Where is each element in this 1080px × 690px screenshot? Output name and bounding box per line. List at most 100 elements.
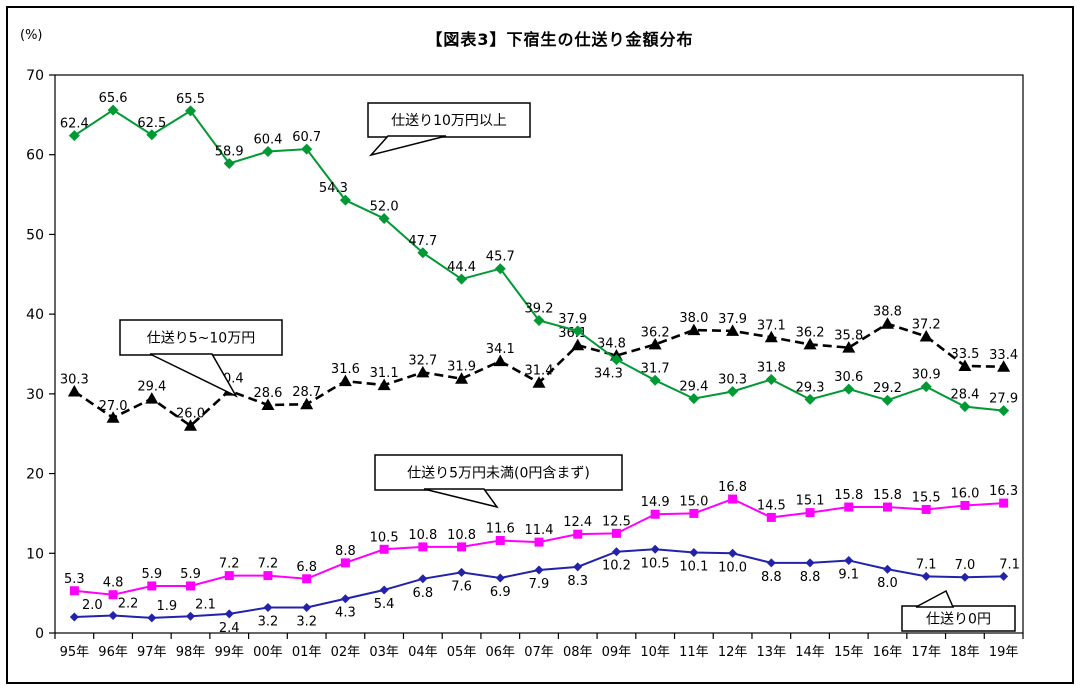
data-point-marker bbox=[766, 558, 776, 568]
data-point-label: 32.7 bbox=[408, 353, 437, 368]
chart-title: 【図表3】下宿生の仕送り金額分布 bbox=[426, 30, 694, 49]
data-point-marker bbox=[611, 528, 621, 538]
data-point-marker bbox=[106, 411, 120, 423]
data-point-marker bbox=[185, 105, 197, 117]
data-point-label: 31.8 bbox=[757, 361, 786, 376]
data-point-label: 31.1 bbox=[370, 366, 399, 381]
data-point-marker bbox=[377, 378, 391, 391]
data-point-label: 6.8 bbox=[296, 560, 317, 575]
data-point-label: 8.8 bbox=[800, 570, 821, 585]
image-border bbox=[6, 6, 1074, 684]
data-point-marker bbox=[263, 602, 273, 612]
data-point-label: 12.5 bbox=[602, 514, 631, 529]
data-point-marker bbox=[300, 397, 314, 410]
data-point-label: 31.4 bbox=[525, 364, 554, 379]
x-axis-tick-label: 19年 bbox=[989, 645, 1019, 660]
callout-label: 仕送り5万円未満(0円含まず) bbox=[407, 466, 590, 482]
data-point-label: 2.4 bbox=[219, 621, 240, 636]
data-point-label: 65.6 bbox=[99, 91, 128, 106]
data-point-marker bbox=[456, 273, 468, 285]
data-point-label: 14.9 bbox=[641, 495, 670, 510]
data-point-label: 16.3 bbox=[989, 484, 1018, 499]
callout-tail bbox=[915, 589, 955, 608]
data-point-label: 6.9 bbox=[490, 585, 511, 600]
data-point-label: 31.9 bbox=[447, 360, 476, 375]
data-point-marker bbox=[882, 564, 892, 574]
data-point-marker bbox=[727, 385, 739, 397]
data-point-marker bbox=[687, 323, 701, 336]
data-point-marker bbox=[261, 398, 275, 411]
x-axis-tick-label: 01年 bbox=[292, 645, 322, 660]
data-point-label: 29.4 bbox=[137, 380, 166, 395]
data-point-marker bbox=[379, 544, 389, 554]
data-point-label: 30.9 bbox=[912, 368, 941, 383]
data-point-marker bbox=[340, 594, 350, 604]
data-point-label: 36.2 bbox=[796, 325, 825, 340]
data-point-label: 31.6 bbox=[331, 362, 360, 377]
data-point-marker bbox=[650, 509, 660, 519]
data-point-label: 34.8 bbox=[597, 337, 626, 352]
x-axis-tick-label: 14年 bbox=[795, 645, 825, 660]
data-point-marker bbox=[107, 104, 119, 116]
x-axis-tick-label: 15年 bbox=[834, 645, 864, 660]
x-axis-tick-label: 18年 bbox=[950, 645, 980, 660]
data-point-marker bbox=[68, 130, 80, 142]
data-point-marker bbox=[689, 508, 699, 518]
data-point-label: 65.5 bbox=[176, 92, 205, 107]
data-point-marker bbox=[921, 571, 931, 581]
data-point-marker bbox=[534, 565, 544, 575]
data-point-label: 3.2 bbox=[258, 614, 279, 629]
data-point-marker bbox=[920, 381, 932, 393]
data-point-label: 28.4 bbox=[950, 388, 979, 403]
data-point-marker bbox=[495, 573, 505, 583]
data-point-label: 11.4 bbox=[525, 523, 554, 538]
data-point-marker bbox=[571, 338, 585, 351]
x-axis-tick-label: 95年 bbox=[60, 645, 90, 660]
data-point-marker bbox=[67, 384, 81, 397]
data-point-marker bbox=[728, 494, 738, 504]
data-point-label: 31.7 bbox=[641, 361, 670, 376]
data-point-label: 47.7 bbox=[408, 234, 437, 249]
callout-tail bbox=[423, 488, 499, 509]
data-point-label: 2.2 bbox=[118, 596, 139, 611]
data-point-label: 54.3 bbox=[319, 181, 348, 196]
data-point-label: 16.8 bbox=[718, 480, 747, 495]
y-axis-tick-label: 40 bbox=[26, 307, 44, 323]
x-axis-tick-label: 10年 bbox=[640, 645, 670, 660]
x-axis-tick-label: 98年 bbox=[176, 645, 206, 660]
data-point-label: 16.0 bbox=[950, 486, 979, 501]
data-point-marker bbox=[880, 317, 894, 329]
data-point-label: 36.2 bbox=[641, 325, 670, 340]
x-axis-tick-label: 09年 bbox=[602, 645, 632, 660]
data-point-label: 4.3 bbox=[335, 606, 356, 621]
data-point-label: 3.2 bbox=[296, 614, 317, 629]
data-point-marker bbox=[145, 392, 159, 404]
data-point-label: 2.0 bbox=[82, 598, 103, 613]
data-point-label: 33.5 bbox=[950, 347, 979, 362]
data-point-label: 15.1 bbox=[796, 494, 825, 509]
x-axis-tick-label: 07年 bbox=[524, 645, 554, 660]
x-axis-tick-label: 11年 bbox=[679, 645, 709, 660]
data-point-label: 35.8 bbox=[834, 329, 863, 344]
data-point-marker bbox=[764, 330, 778, 343]
data-point-marker bbox=[262, 146, 274, 158]
data-point-marker bbox=[418, 574, 428, 584]
data-point-marker bbox=[803, 337, 817, 350]
data-point-marker bbox=[224, 571, 234, 581]
data-point-label: 10.1 bbox=[679, 559, 708, 574]
data-point-marker bbox=[340, 558, 350, 568]
data-point-marker bbox=[728, 548, 738, 558]
x-axis-tick-label: 08年 bbox=[563, 645, 593, 660]
data-point-marker bbox=[495, 536, 505, 546]
data-point-marker bbox=[999, 498, 1009, 508]
data-point-label: 7.2 bbox=[258, 557, 279, 572]
data-point-marker bbox=[689, 547, 699, 557]
data-point-label: 34.1 bbox=[486, 342, 515, 357]
data-point-marker bbox=[844, 502, 854, 512]
data-point-marker bbox=[416, 365, 430, 378]
data-point-label: 10.2 bbox=[602, 559, 631, 574]
data-point-marker bbox=[534, 537, 544, 547]
data-point-label: 29.3 bbox=[796, 380, 825, 395]
data-point-marker bbox=[457, 567, 467, 577]
x-axis-tick-label: 13年 bbox=[757, 645, 787, 660]
